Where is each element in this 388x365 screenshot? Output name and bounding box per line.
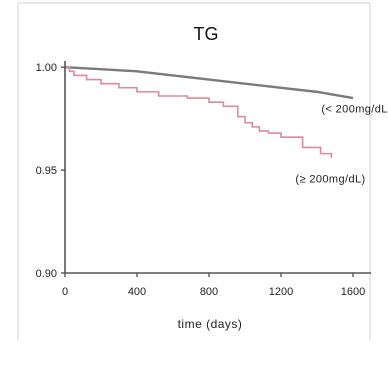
x-tick-label: 1200 bbox=[269, 286, 293, 298]
x-ticks: 0 400 800 1200 1600 bbox=[62, 273, 365, 298]
x-tick-label: 0 bbox=[62, 286, 68, 298]
series-line-above-200 bbox=[65, 66, 333, 158]
x-tick-label: 800 bbox=[200, 286, 218, 298]
x-tick-label: 400 bbox=[128, 286, 146, 298]
series-line-below-200 bbox=[64, 65, 354, 100]
y-tick-label: 1.00 bbox=[36, 62, 57, 74]
annotation-above-200: (≥ 200mg/dL) bbox=[295, 173, 365, 185]
y-ticks: 0.90 0.95 1.00 bbox=[36, 62, 65, 280]
y-tick-label: 0.95 bbox=[36, 165, 57, 177]
y-tick-label: 0.90 bbox=[36, 268, 57, 280]
x-axis-label: time (days) bbox=[178, 317, 243, 331]
series-annotations: (< 200mg/dL) (≥ 200mg/dL) bbox=[295, 103, 388, 185]
chart-frame bbox=[17, 2, 371, 340]
plot-lines bbox=[64, 65, 354, 158]
annotation-below-200: (< 200mg/dL) bbox=[321, 103, 388, 115]
chart-title: TG bbox=[194, 24, 219, 44]
x-tick-label: 1600 bbox=[341, 286, 365, 298]
